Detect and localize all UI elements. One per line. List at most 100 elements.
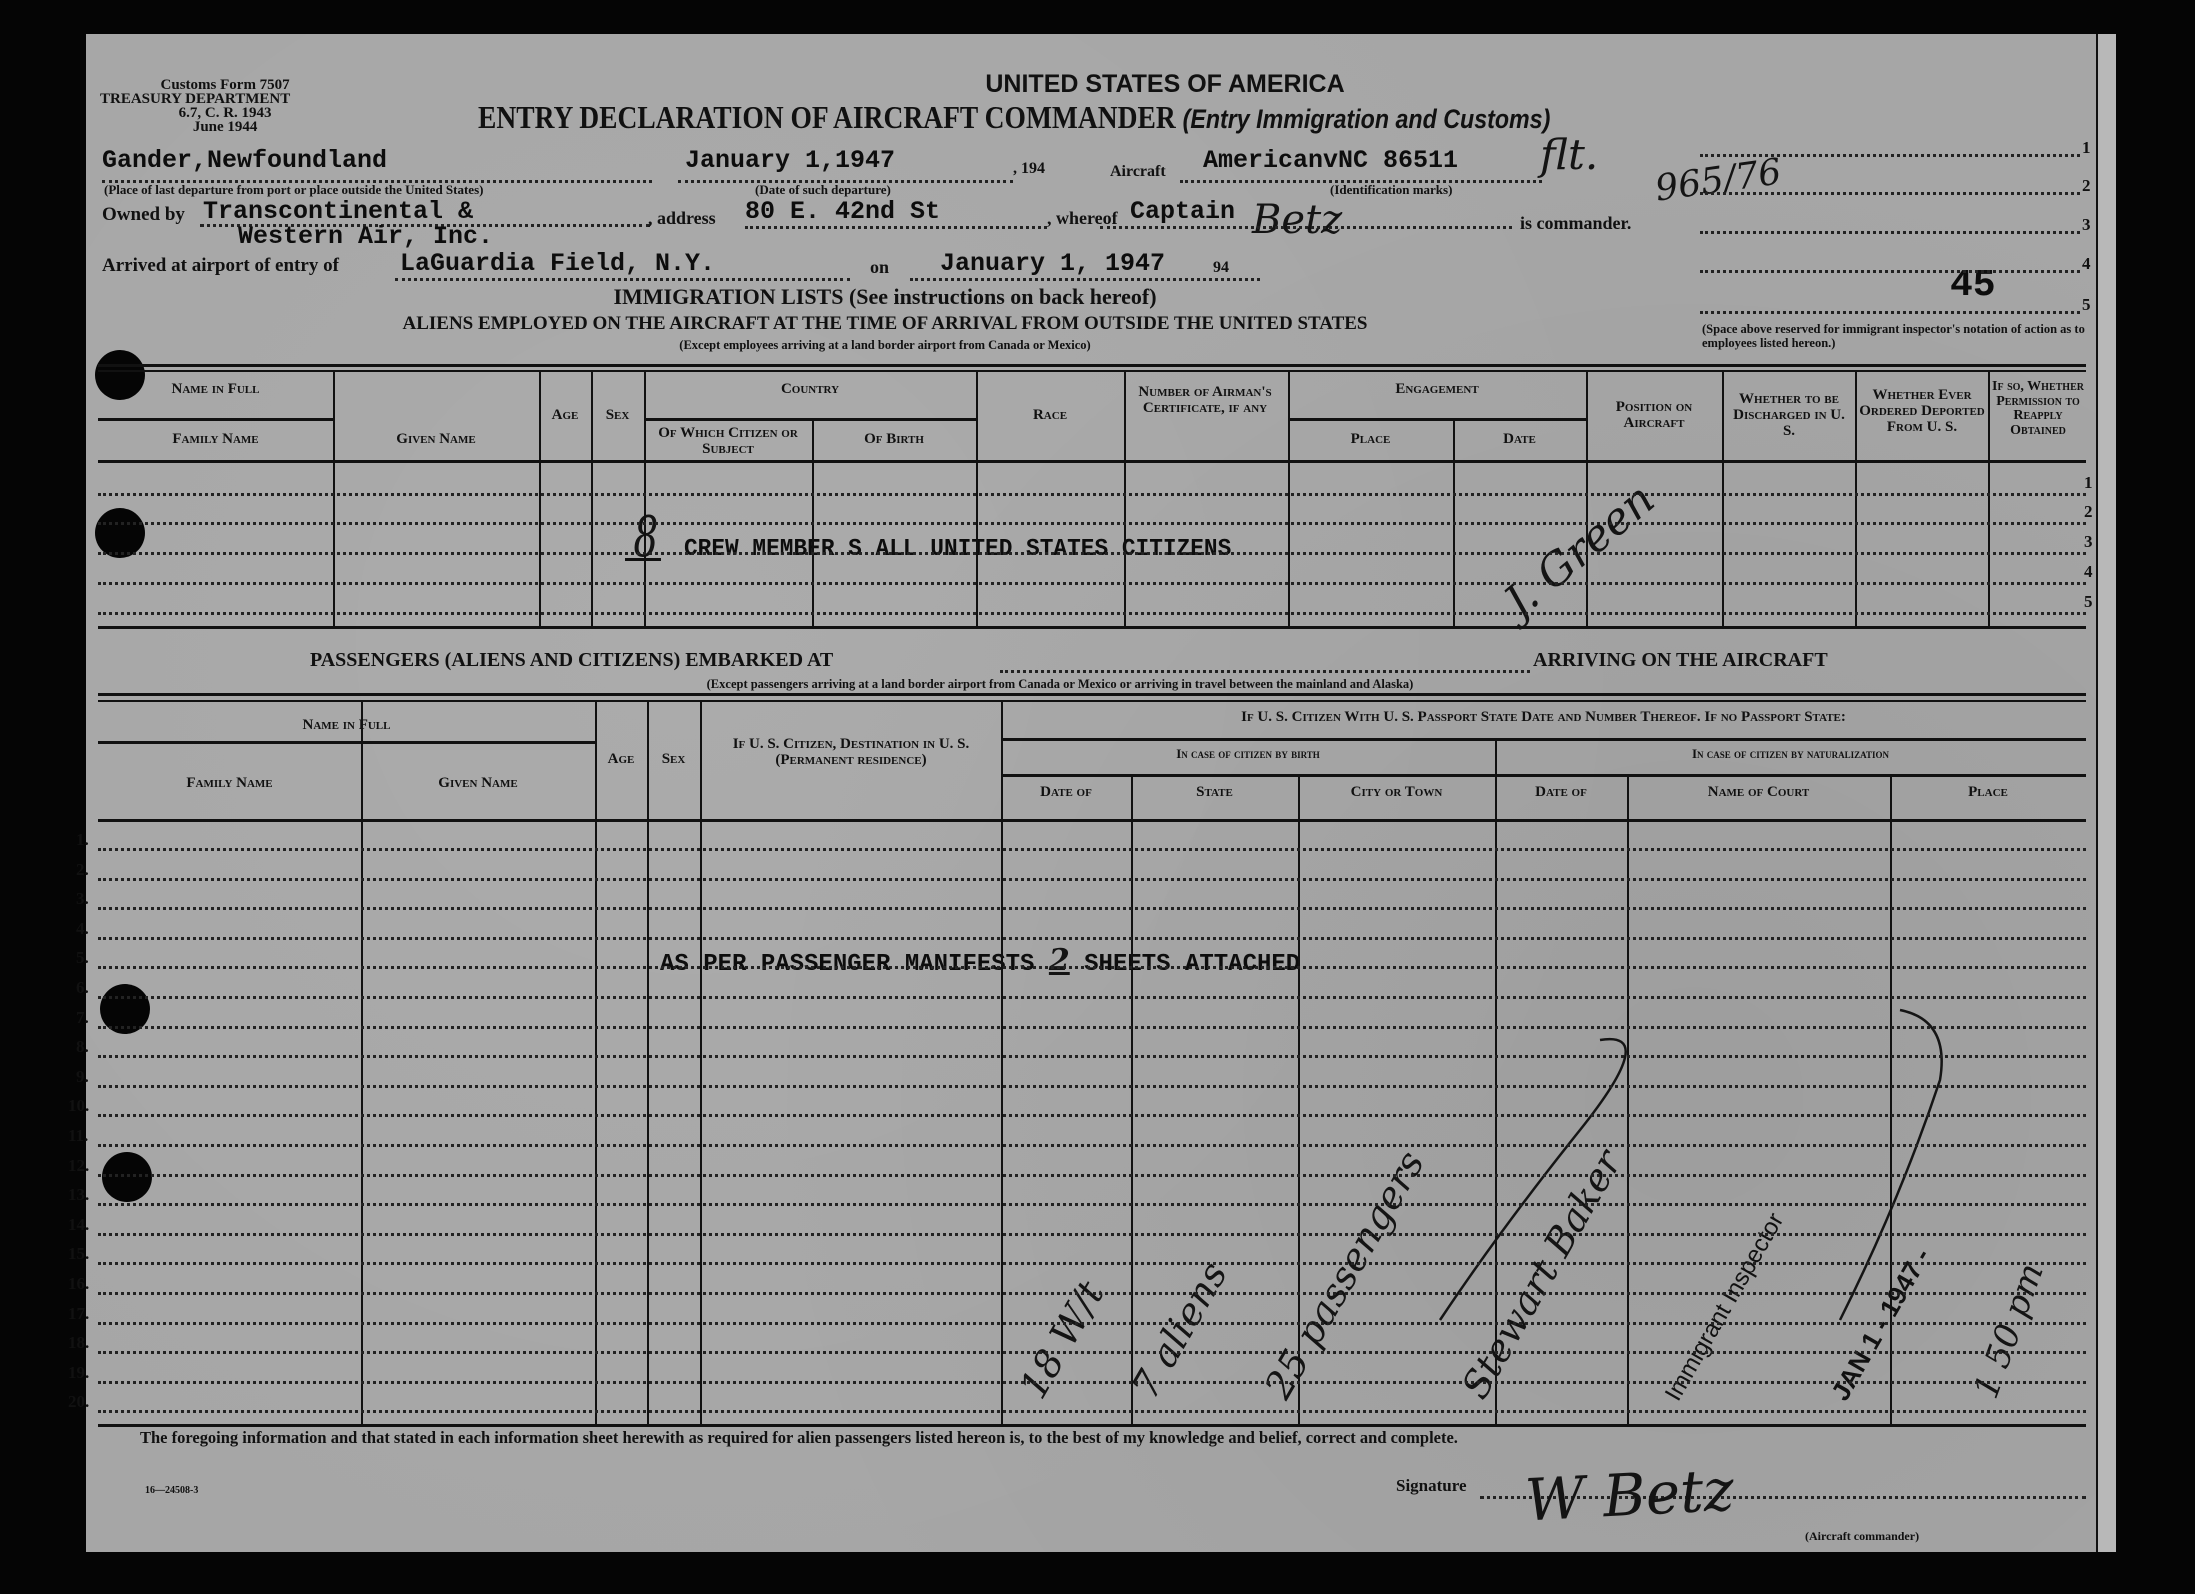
column-rule <box>1855 370 1857 628</box>
aliens-employed-note: (Except employees arriving at a land bor… <box>679 338 1091 352</box>
rule <box>98 1424 2086 1427</box>
col-citizen-of: Of Which Citizen or Subject <box>658 425 798 457</box>
col-family-name: Family Name <box>186 775 273 791</box>
manifest-text-after: SHEETS ATTACHED <box>1084 951 1301 978</box>
dotted-line <box>98 1351 2086 1354</box>
punch-hole <box>95 350 145 400</box>
col-given-name: Given Name <box>396 431 476 447</box>
owner-line2: Western Air, Inc. <box>238 222 494 251</box>
rule <box>98 700 2086 702</box>
column-rule <box>591 370 593 628</box>
col-by-naturalization: In case of citizen by naturalization <box>1691 746 1889 761</box>
notation-line-number: 5 <box>2082 295 2091 314</box>
dotted-line <box>1700 192 2080 195</box>
dotted-line <box>98 1085 2086 1088</box>
column-rule <box>1988 370 1990 628</box>
dotted-line <box>98 1026 2086 1029</box>
title-suffix: (Entry Immigration and Customs) <box>1182 104 1551 134</box>
departure-place: Gander,Newfoundland <box>102 146 388 175</box>
dotted-line <box>678 180 1013 183</box>
col-airman-cert: Number of Airman's Certificate, if any <box>1138 384 1272 416</box>
form-date: June 1944 <box>192 119 258 135</box>
col-city: City or Town <box>1350 784 1443 800</box>
column-rule <box>976 370 978 628</box>
column-rule <box>595 702 597 1424</box>
passengers-arriving: ARRIVING ON THE AIRCRAFT <box>1533 649 1828 671</box>
certification-text: The foregoing information and that state… <box>140 1428 1458 1447</box>
dotted-line <box>745 226 1047 229</box>
row-number: 10. <box>68 1096 90 1115</box>
dotted-line <box>1480 1496 2086 1499</box>
row-number: 4. <box>76 919 89 938</box>
row-number: 1 <box>2084 473 2093 492</box>
dotted-line <box>1700 311 2080 314</box>
column-rule <box>361 702 363 1424</box>
commander-signature: W Betz <box>1523 1455 1736 1535</box>
dotted-line <box>98 1174 2086 1177</box>
dotted-line <box>1700 270 2080 273</box>
column-rule <box>700 702 702 1424</box>
handwritten-flt: flt. <box>1540 130 1599 179</box>
col-age: Age <box>551 407 579 423</box>
col-age: Age <box>607 751 635 767</box>
form-code: 16—24508-3 <box>145 1485 199 1496</box>
column-rule <box>1890 774 1892 1424</box>
dotted-line <box>102 180 652 183</box>
departure-place-label: (Place of last departure from port or pl… <box>104 182 484 197</box>
passengers-title: PASSENGERS (ALIENS AND CITIZENS) EMBARKE… <box>310 649 834 671</box>
rule <box>644 418 976 421</box>
country-heading: UNITED STATES OF AMERICA <box>985 70 1345 98</box>
rule <box>1001 774 2086 777</box>
on-label: on <box>870 257 890 277</box>
aircraft-label: Aircraft <box>1110 163 1166 180</box>
dotted-line <box>98 907 2086 910</box>
row-number: 11. <box>68 1126 89 1145</box>
whereof-label: , whereof <box>1047 208 1118 228</box>
dotted-line <box>98 966 2086 969</box>
column-rule <box>333 370 335 628</box>
col-passport: If U. S. Citizen With U. S. Passport Sta… <box>1241 709 1846 725</box>
column-rule <box>539 370 541 628</box>
row-number: 15. <box>68 1244 90 1263</box>
col-sex: Sex <box>605 407 630 423</box>
col-place: Place <box>1350 431 1391 447</box>
dotted-line <box>98 1114 2086 1117</box>
notation-line-number: 1 <box>2082 138 2091 157</box>
commander-title: Captain <box>1130 197 1236 226</box>
col-court: Name of Court <box>1707 784 1810 800</box>
column-rule <box>1001 702 1003 1424</box>
row-number: 18. <box>68 1333 90 1352</box>
row-number: 6. <box>76 978 89 997</box>
column-rule <box>1586 370 1588 628</box>
dotted-line <box>98 522 2086 525</box>
col-race: Race <box>1032 407 1068 423</box>
aliens-employed-subtitle: ALIENS EMPLOYED ON THE AIRCRAFT AT THE T… <box>402 313 1368 334</box>
dotted-line <box>98 612 2086 615</box>
row-number: 3 <box>2084 532 2093 551</box>
dotted-line <box>98 1410 2086 1413</box>
col-of-birth: Of Birth <box>864 431 924 447</box>
handwritten-sheet-count: 2 <box>1048 943 1070 978</box>
signature-label: Signature <box>1396 1476 1467 1495</box>
col-date: Date <box>1503 431 1536 447</box>
col-family-name: Family Name <box>172 431 259 447</box>
dotted-line <box>395 278 850 281</box>
form-id-block: Customs Form 7507 TREASURY DEPARTMENT 6.… <box>100 77 290 135</box>
notation-line-number: 2 <box>2082 176 2091 195</box>
row-number: 16. <box>68 1274 90 1293</box>
column-rule <box>1495 738 1497 774</box>
row-number: 19. <box>68 1363 90 1382</box>
rule <box>1001 738 2086 741</box>
aircraft-id-label: (Identification marks) <box>1330 182 1453 197</box>
column-rule <box>1722 370 1724 628</box>
punch-hole <box>100 984 150 1034</box>
dotted-line <box>1180 180 1542 183</box>
rule <box>98 460 2086 463</box>
form-number: Customs Form 7507 <box>160 77 290 93</box>
dotted-line <box>200 224 650 227</box>
rule <box>98 741 595 744</box>
column-rule <box>1288 370 1290 628</box>
rule <box>98 370 2086 372</box>
row-number: 9. <box>76 1067 89 1086</box>
